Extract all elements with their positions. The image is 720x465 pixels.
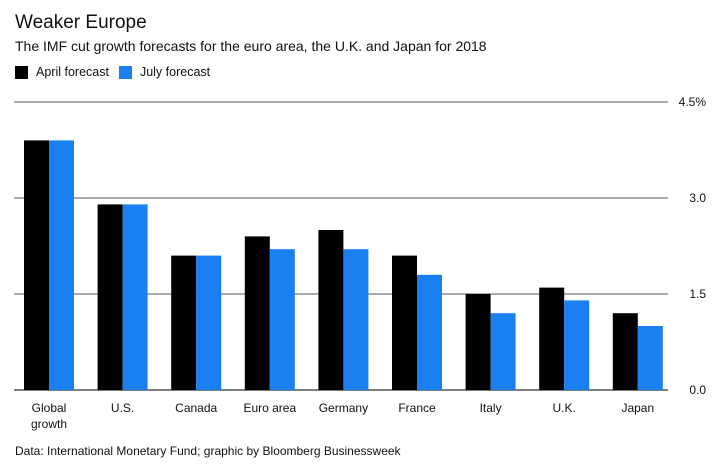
y-tick-label: 1.5 [689,287,706,301]
bar-july [122,204,148,390]
bar-april [24,140,49,390]
bar-july [564,300,590,390]
bar-april [97,204,123,390]
chart-title: Weaker Europe [15,12,147,33]
x-tick-label: Italy [480,401,502,415]
bar-april [392,255,417,390]
y-tick-label: 0.0 [689,383,706,397]
x-tick-label: Canada [175,401,217,415]
bar-july [269,249,295,390]
x-tick-label: Germany [319,401,368,415]
legend-item-april: April forecast [15,65,109,79]
bar-april [465,294,491,390]
bar-july [196,255,222,390]
x-tick-label: U.S. [111,401,134,415]
bar-july [490,313,516,390]
x-tick-label: Euro area [243,401,296,415]
x-tick-label: Japan [621,401,654,415]
bar-july [637,326,663,390]
bar-april [539,287,565,390]
x-tick-label: France [398,401,436,415]
legend-swatch-july [118,65,132,79]
bar-july [417,274,442,390]
legend: April forecast July forecast [15,65,220,79]
legend-label-july: July forecast [139,65,211,79]
bar-july [49,140,74,390]
bar-july [343,249,369,390]
x-tick-label: U.K. [553,401,576,415]
bar-april [171,255,197,390]
bar-april [244,236,270,390]
chart-subtitle: The IMF cut growth forecasts for the eur… [15,38,487,54]
y-tick-label: 4.5% [679,95,707,109]
bar-april [612,313,638,390]
y-tick-label: 3.0 [689,191,706,205]
legend-label-april: April forecast [36,65,109,79]
bar-april [318,230,344,390]
legend-swatch-april [15,65,28,79]
source-note: Data: International Monetary Fund; graph… [15,444,401,458]
legend-item-july: July forecast [118,65,211,79]
x-tick-label: Global growth [31,401,67,431]
